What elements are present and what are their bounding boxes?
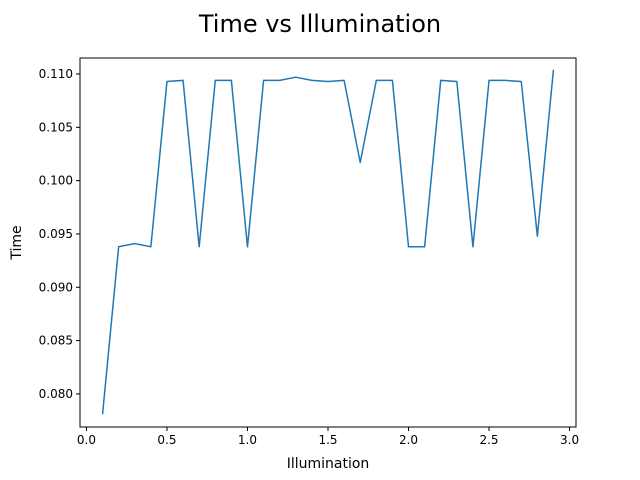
x-tick-label: 2.0 <box>399 433 418 447</box>
x-tick-label: 0.5 <box>157 433 176 447</box>
chart-title: Time vs Illumination <box>198 10 441 38</box>
y-tick-label: 0.090 <box>39 280 73 294</box>
y-tick-label: 0.080 <box>39 387 73 401</box>
x-tick-label: 2.5 <box>479 433 498 447</box>
x-axis: 0.0 0.5 1.0 1.5 2.0 2.5 3.0 <box>77 427 579 447</box>
x-tick-label: 3.0 <box>560 433 579 447</box>
plot-area <box>101 69 555 415</box>
y-tick-label: 0.100 <box>39 174 73 188</box>
y-tick-label: 0.110 <box>39 67 73 81</box>
x-tick-label: 1.0 <box>238 433 257 447</box>
x-tick-label: 1.5 <box>318 433 337 447</box>
x-axis-label: Illumination <box>287 456 370 472</box>
y-tick-label: 0.085 <box>39 334 73 348</box>
x-tick-label: 0.0 <box>77 433 96 447</box>
y-tick-label: 0.095 <box>39 227 73 241</box>
y-axis-label: Time <box>9 225 25 260</box>
y-tick-label: 0.105 <box>39 120 73 134</box>
y-axis: 0.080 0.085 0.090 0.095 0.100 0.105 0.110 <box>39 67 80 401</box>
series-line <box>101 69 555 415</box>
